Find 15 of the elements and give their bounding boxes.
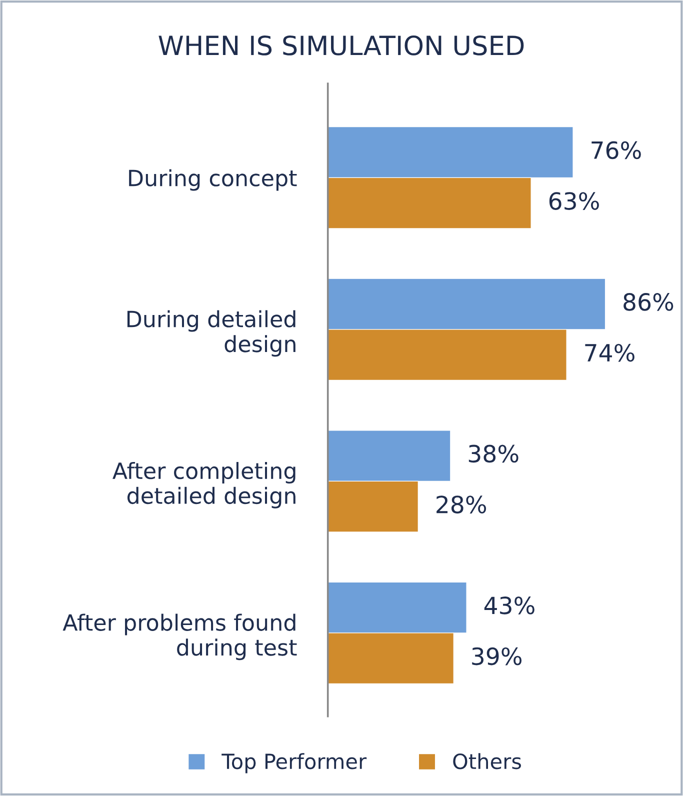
legend-label: Others (453, 753, 521, 770)
y-tick-label: During detailed design (127, 310, 296, 357)
legend-label: Top Performer (222, 753, 367, 774)
y-tick-label: During concept (129, 169, 297, 191)
y-tick-label: After problems found during test (62, 614, 297, 660)
data-label: 39% (472, 647, 522, 666)
data-label: 86% (624, 292, 674, 311)
data-label: 76% (592, 141, 641, 160)
chart-title: WHEN IS SIMULATION USED (158, 35, 524, 56)
y-tick-label: After completing detailed design (112, 462, 296, 508)
data-label: 43% (484, 596, 534, 614)
data-label: 38% (468, 444, 518, 463)
data-label: 28% (436, 496, 486, 514)
data-label: 63% (549, 192, 599, 210)
data-label: 74% (585, 344, 634, 362)
